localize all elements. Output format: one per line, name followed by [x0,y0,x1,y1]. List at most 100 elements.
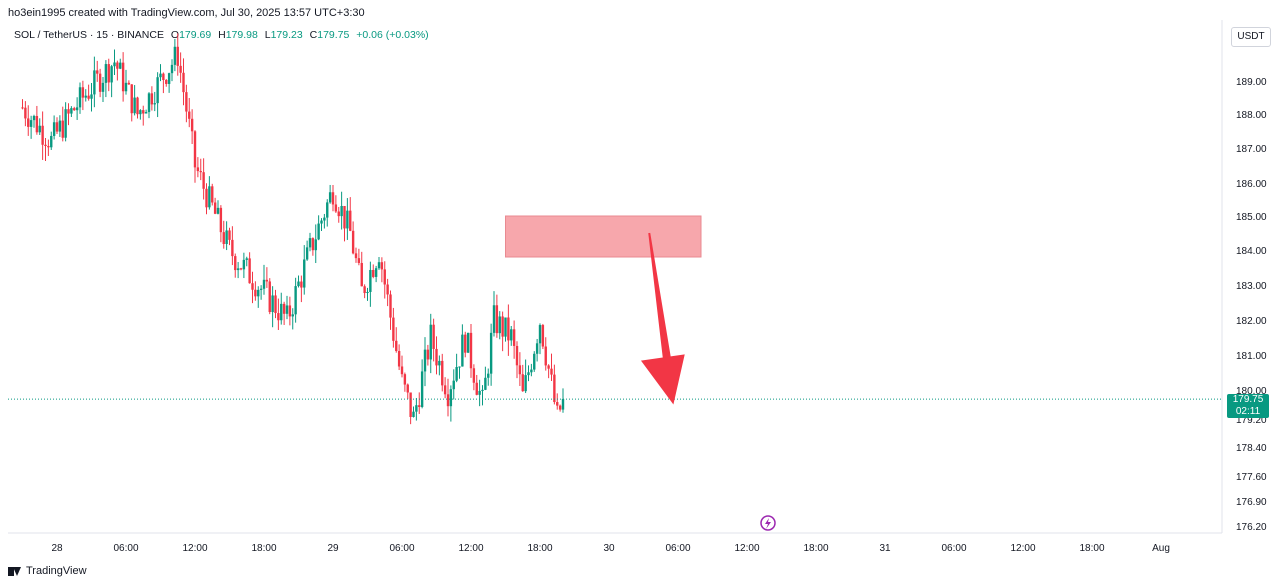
candle-body [326,202,329,218]
candle-body [245,258,248,260]
candle-body [395,340,398,351]
candle-body [311,238,315,251]
candle-body [498,316,501,334]
candle-body [544,346,547,366]
candle-body [165,79,168,84]
candle-body [58,120,62,132]
candle-body [466,332,470,353]
candle-body [38,125,41,133]
candle-body [139,110,142,115]
candle-body [351,230,355,254]
candle-body [533,353,536,370]
candle-body [317,223,320,240]
candle-body [469,332,473,369]
candle-body [159,73,162,78]
candle-body [188,111,191,119]
candle-body [236,268,240,271]
candle-body [282,303,286,314]
candle-body [84,95,87,98]
candle-body [73,108,76,111]
candle-body [541,325,545,347]
price-tick-label: 176.90 [1236,497,1267,508]
price-tick-label: 181.00 [1236,351,1267,362]
time-tick-label: 18:00 [1079,543,1104,554]
symbol-legend: SOL / TetherUS · 15 · BINANCE O179.69 H1… [14,29,429,41]
last-price-tag: 179.75 02:11 [1227,394,1269,418]
candle-body [297,281,300,287]
candle-body [374,268,378,277]
candle-body [346,210,349,229]
candle-body [110,66,113,83]
change-value: +0.06 (+0.03%) [356,29,429,41]
candle-body [113,62,116,67]
candle-body [489,332,493,374]
candle-body [27,118,30,127]
candle-body [274,295,277,314]
candle-body [144,112,148,114]
candle-body [372,269,375,277]
bearish-arrow [640,232,685,405]
close-label: C [309,29,318,41]
candle-body [507,317,510,341]
time-tick-label: 12:00 [458,543,483,554]
time-tick-label: 18:00 [527,543,552,554]
candle-body [116,62,119,69]
time-tick-label: 06:00 [389,543,414,554]
candle-body [81,87,85,98]
candle-body [386,284,389,295]
time-tick-label: 29 [327,543,339,554]
time-tick-label: 31 [879,543,891,554]
time-tick-label: 18:00 [251,543,276,554]
candle-body [510,329,513,341]
time-tick-label: 30 [603,543,615,554]
candle-body [487,373,490,378]
price-tick-label: 186.00 [1236,179,1267,190]
time-tick-label: 12:00 [1010,543,1035,554]
candle-body [418,405,421,407]
chart-attribution: ho3ein1995 created with TradingView.com,… [8,7,365,19]
price-tick-label: 177.60 [1236,472,1267,483]
candle-body [78,87,82,108]
symbol-name[interactable]: SOL / TetherUS · 15 · BINANCE [14,29,164,41]
candle-body [216,207,220,214]
candle-body [170,64,174,74]
candle-body [285,305,289,314]
candle-body [55,122,59,132]
candle-body [280,303,283,321]
bar-countdown: 02:11 [1235,406,1261,417]
candle-body [518,365,522,375]
candle-body [354,253,358,259]
candle-body [553,374,556,403]
candle-body [409,392,412,417]
candle-body [435,348,438,366]
candle-body [530,369,533,373]
candle-body [323,217,326,221]
candle-body [268,281,271,313]
candle-body [248,258,251,284]
candle-body [98,73,102,92]
candle-body [366,291,369,294]
candle-body [492,305,496,333]
candle-body [228,230,231,240]
currency-button[interactable]: USDT [1231,27,1271,47]
candle-body [257,289,260,297]
price-tick-label: 189.00 [1236,77,1267,88]
candle-body [32,115,36,121]
candle-body [87,95,90,99]
candle-body [300,281,303,288]
candle-body [320,220,323,224]
candle-body [380,262,384,270]
candle-body [328,192,332,203]
candle-body [515,345,519,366]
candle-body [29,120,33,127]
candle-body [24,107,27,119]
price-tick-label: 180.00 [1236,386,1267,397]
candle-body [369,269,372,292]
tradingview-footer[interactable]: TradingView [8,565,87,577]
price-tick-label: 183.00 [1236,281,1267,292]
candle-body [426,349,430,360]
candle-body [67,109,70,114]
candle-body [205,188,208,208]
candle-body [211,186,214,203]
